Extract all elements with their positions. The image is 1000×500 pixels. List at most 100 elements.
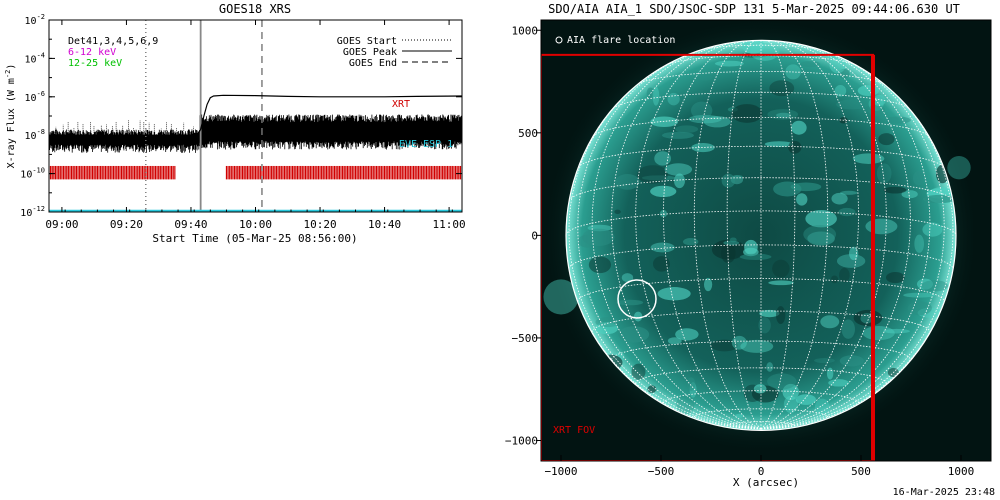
disk-patch: [922, 194, 956, 204]
goes-y-tick-exp: -10: [32, 167, 45, 175]
disk-patch: [633, 311, 643, 322]
grid-latitude: [612, 91, 910, 109]
disk-patch: [631, 363, 646, 380]
grid-longitude: [760, 42, 911, 430]
disk-patch: [783, 395, 799, 414]
disk-patch: [614, 209, 621, 214]
disk-patch: [873, 94, 886, 107]
goes-time-markers: [145, 20, 263, 212]
disk-patch: [686, 377, 696, 391]
limb-loop: [543, 279, 579, 315]
grid-latitude: [568, 177, 954, 202]
disk-patch: [650, 116, 679, 128]
goes-y-tick-base: 10: [25, 54, 37, 65]
disk-patch: [621, 273, 634, 283]
heliographic-grid: [566, 40, 956, 430]
disk-patch: [743, 247, 759, 257]
disk-patch: [878, 133, 895, 146]
disk-patch: [857, 85, 879, 97]
disk-patch: [767, 109, 799, 120]
disk-patch: [764, 141, 794, 147]
disk-patch: [647, 385, 657, 393]
disk-patch: [838, 207, 856, 217]
xrt-cadence-marks: [49, 165, 462, 180]
grid-longitude: [566, 235, 762, 430]
disk-patch: [697, 74, 713, 81]
disk-patch: [769, 80, 795, 97]
grid-longitude: [726, 40, 762, 430]
aia-x-axis-label: X (arcsec): [733, 476, 799, 489]
disk-patch: [731, 335, 747, 350]
goes-y-tick-label-4: 10-10: [20, 167, 45, 181]
disk-patch: [667, 92, 680, 106]
disk-patch: [587, 224, 612, 232]
disk-patch: [739, 253, 772, 260]
grid-latitude: [726, 421, 796, 427]
aia-legend-label: AIA flare location: [567, 35, 675, 46]
disk-patch: [615, 173, 640, 190]
disk-patch: [841, 319, 855, 339]
eve-series-label: EVE ESP 1: [399, 139, 453, 150]
disk-patch: [805, 209, 837, 228]
disk-patch: [682, 238, 699, 246]
goes-legend-left: Det41,3,4,5,6,9 6-12 keV 12-25 keV: [68, 36, 158, 69]
legend-goes-start-label: GOES Start: [337, 36, 397, 47]
disk-patch: [836, 254, 866, 268]
disk-patch: [688, 114, 722, 124]
disk-patch: [741, 40, 765, 54]
goes-x-axis-label: Start Time (05-Mar-25 08:56:00): [152, 232, 357, 245]
goes-y-tick-exp: -6: [37, 90, 45, 98]
xrt-series-label: XRT: [392, 99, 410, 110]
disk-patch: [921, 280, 949, 292]
disk-patch: [767, 373, 797, 390]
disk-patch: [883, 186, 907, 194]
disk-patch: [758, 317, 771, 334]
disk-patch: [852, 153, 885, 164]
disk-patch: [721, 173, 736, 188]
goes-x-tick-label-6: 11:00: [433, 218, 466, 231]
legend-6-12kev-label: 6-12 keV: [68, 47, 116, 58]
goes-x-tick-label-3: 10:00: [239, 218, 272, 231]
goes-x-tick-label-4: 10:20: [303, 218, 336, 231]
disk-patch: [740, 339, 774, 353]
aia-y-tick-label-4: −1000: [505, 434, 538, 447]
disk-patch: [710, 339, 739, 352]
goes-y-axis-label-sup: -2: [4, 70, 12, 78]
goes-y-tick-base: 10: [25, 16, 37, 27]
aia-plot-frame: [540, 19, 992, 462]
grid-longitude: [577, 52, 762, 430]
disk-patch: [657, 287, 691, 301]
goes-y-tick-base: 10: [20, 208, 32, 219]
disk-patch: [675, 328, 699, 341]
goes-y-tick-base: 10: [25, 131, 37, 142]
goes-flux-noise-band: [49, 114, 462, 153]
disk-patch: [807, 231, 835, 246]
limb-loop: [947, 155, 971, 180]
disk-patch: [901, 190, 918, 199]
grid-longitude: [568, 79, 762, 430]
grid-longitude: [611, 42, 762, 430]
aia-image-panel: SDO/AIA AIA_1 SDO/JSOC-SDP 131 5-Mar-202…: [505, 2, 992, 489]
aia-y-tick-label-0: 1000: [512, 24, 539, 37]
goes-y-tick-label-1: 10-4: [25, 51, 45, 65]
disk-patch: [729, 237, 737, 243]
disk-patch: [667, 337, 682, 345]
goes-x-tick-label-1: 09:20: [110, 218, 143, 231]
grid-latitude: [637, 71, 885, 85]
disk-patch: [836, 99, 869, 110]
goes-y-axis-label-close: ): [6, 64, 17, 70]
disk-patch: [776, 112, 791, 118]
aia-y-ticks: 1000 500 0 −500 −1000: [505, 24, 541, 447]
disk-patch: [711, 239, 746, 260]
legend-goes-peak-label: GOES Peak: [343, 47, 397, 58]
grid-longitude: [760, 41, 887, 430]
disk-patch: [831, 192, 848, 205]
aia-x-tick-label-0: −1000: [544, 465, 577, 478]
aia-y-tick-label-1: 500: [518, 127, 538, 140]
disk-patch: [776, 306, 786, 325]
disk-active-regions: [577, 40, 956, 418]
disk-patch: [735, 413, 744, 418]
aia-y-tick-label-2: 0: [531, 229, 538, 242]
disk-patch: [731, 104, 763, 123]
